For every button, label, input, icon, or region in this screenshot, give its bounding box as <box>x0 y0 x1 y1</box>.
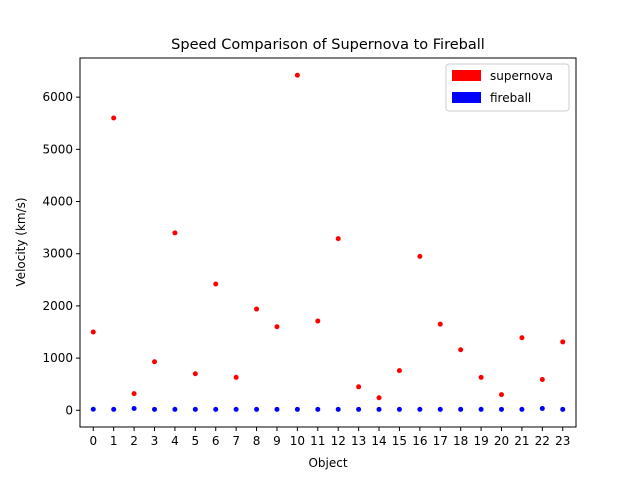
supernova-point <box>356 384 362 390</box>
y-tick-label: 5000 <box>42 142 73 156</box>
y-tick-label: 3000 <box>42 247 73 261</box>
x-tick-label: 17 <box>433 434 448 448</box>
supernova-point <box>335 236 341 242</box>
fireball-point <box>478 406 484 412</box>
supernova-point <box>417 253 423 259</box>
supernova-point <box>131 391 137 397</box>
fireball-point <box>172 406 178 412</box>
x-tick-label: 23 <box>555 434 570 448</box>
x-axis-label: Object <box>308 456 347 470</box>
legend-label-fireball: fireball <box>490 91 531 105</box>
x-tick-label: 2 <box>130 434 138 448</box>
fireball-point <box>560 406 566 412</box>
x-tick-label: 18 <box>453 434 468 448</box>
fireball-point <box>396 406 402 412</box>
x-tick-label: 5 <box>192 434 200 448</box>
fireball-point <box>274 406 280 412</box>
supernova-point <box>90 329 96 335</box>
supernova-point <box>519 335 525 341</box>
x-tick-label: 0 <box>89 434 97 448</box>
y-axis-label: Velocity (km/s) <box>14 197 28 286</box>
x-tick-label: 16 <box>412 434 427 448</box>
fireball-point <box>90 406 96 412</box>
fireball-point <box>213 406 219 412</box>
x-tick-label: 15 <box>392 434 407 448</box>
y-tick-label: 4000 <box>42 195 73 209</box>
y-tick-label: 1000 <box>42 351 73 365</box>
x-tick-label: 6 <box>212 434 220 448</box>
supernova-point <box>498 392 504 398</box>
fireball-point <box>294 406 300 412</box>
supernova-point <box>254 306 260 312</box>
supernova-point <box>478 374 484 380</box>
supernova-point <box>213 281 219 287</box>
legend: supernova fireball <box>445 63 570 112</box>
x-tick-label: 22 <box>535 434 550 448</box>
supernova-point <box>111 115 117 121</box>
supernova-point <box>152 359 158 365</box>
supernova-point <box>376 395 382 401</box>
x-tick-label: 3 <box>151 434 159 448</box>
fireball-point <box>315 406 321 412</box>
fireball-point <box>437 406 443 412</box>
series-fireball <box>90 405 566 412</box>
fireball-point <box>335 406 341 412</box>
x-tick-label: 7 <box>232 434 240 448</box>
x-tick-label: 8 <box>253 434 261 448</box>
legend-swatch-fireball <box>452 92 481 103</box>
plot-area <box>80 58 576 427</box>
fireball-point <box>458 406 464 412</box>
x-tick-label: 14 <box>371 434 386 448</box>
x-axis: 0 1 2 3 4 5 6 7 8 9 10 11 12 13 14 15 16 17 18 19 20 21 22 23 <box>89 427 570 448</box>
fireball-point <box>254 406 260 412</box>
fireball-point <box>192 406 198 412</box>
x-tick-label: 13 <box>351 434 366 448</box>
supernova-point <box>294 72 300 78</box>
y-tick-label: 0 <box>65 403 73 417</box>
supernova-point <box>437 321 443 327</box>
supernova-point <box>172 230 178 236</box>
y-axis: 0 1000 2000 3000 4000 5000 6000 <box>42 90 80 417</box>
plot-background <box>80 58 576 427</box>
x-tick-label: 4 <box>171 434 179 448</box>
y-tick-label: 6000 <box>42 90 73 104</box>
fireball-point <box>498 406 504 412</box>
plot-frame <box>79 57 577 428</box>
series-supernova <box>90 72 566 401</box>
x-tick-label: 19 <box>473 434 488 448</box>
x-tick-label: 21 <box>514 434 529 448</box>
x-tick-label: 9 <box>273 434 281 448</box>
supernova-point <box>274 324 280 330</box>
x-tick-label: 1 <box>110 434 118 448</box>
supernova-point <box>396 368 402 374</box>
x-tick-label: 12 <box>331 434 346 448</box>
supernova-point <box>539 377 545 383</box>
fireball-point <box>356 406 362 412</box>
fireball-point <box>152 406 158 412</box>
legend-label-supernova: supernova <box>490 69 553 83</box>
legend-swatch-supernova <box>452 70 481 81</box>
supernova-point <box>315 318 321 324</box>
fireball-point <box>111 406 117 412</box>
fireball-point <box>519 406 525 412</box>
fireball-point <box>376 406 382 412</box>
fireball-point <box>539 405 545 411</box>
x-tick-label: 11 <box>310 434 325 448</box>
y-tick-label: 2000 <box>42 299 73 313</box>
fireball-point <box>131 405 137 411</box>
fireball-point <box>233 406 239 412</box>
supernova-point <box>233 374 239 380</box>
supernova-point <box>560 339 566 345</box>
chart-title: Speed Comparison of Supernova to Firebal… <box>171 37 485 53</box>
supernova-point <box>458 347 464 353</box>
series-layer <box>90 72 566 412</box>
x-tick-label: 10 <box>290 434 305 448</box>
fireball-point <box>417 406 423 412</box>
supernova-point <box>192 371 198 377</box>
x-tick-label: 20 <box>494 434 509 448</box>
